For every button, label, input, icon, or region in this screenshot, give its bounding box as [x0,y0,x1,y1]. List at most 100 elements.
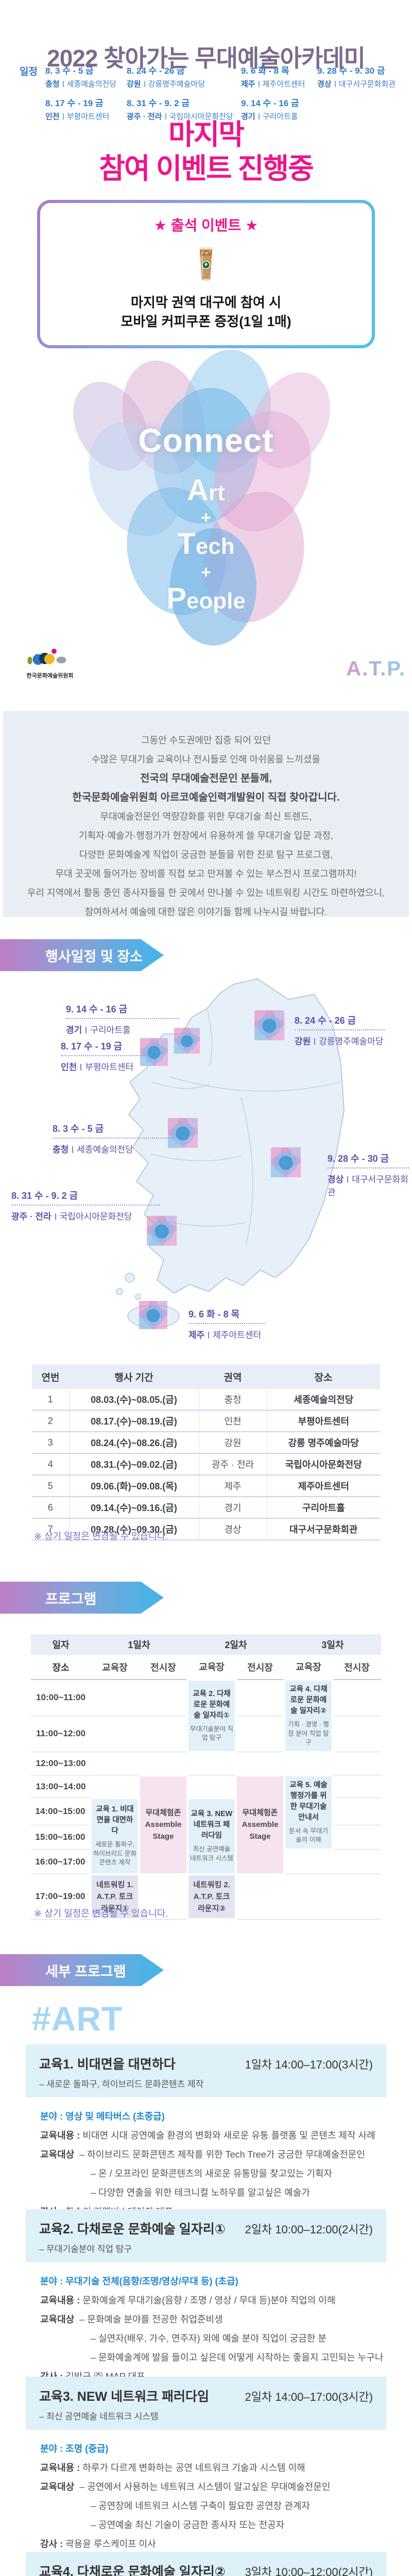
province-borders [150,1008,341,1245]
table-row: 5 09.06.(화)~09.08.(목) 제주 제주아트센터 [32,1475,380,1497]
course-title: 교육3. NEW 네트워크 패러다임 [39,2389,210,2404]
course-time: 2일차 14:00–17:00(3시간) [245,2391,373,2403]
course-title: 교육1. 비대면을 대면하다 [39,2057,176,2072]
program-cell-networking2: 네트워킹 2. A.T.P. 토크 라운지② [186,1873,237,1921]
program-cell-edu5: 교육 5. 예술행정가를 위한 무대기술안내서 문서 속 무대기술의 이해 [283,1774,334,1851]
table-row: 4 08.31.(수)~09.02.(금) 광주 · 전라 국립아시아문화전당 [32,1453,380,1476]
course-time: 2일차 10:00–12:00(2시간) [245,2223,373,2236]
table-row: 16:00~17:00 [31,1849,381,1875]
plus-sign: + [201,563,211,582]
program-cell-edu3: 교육 3. NEW 네트워크 패러다임 최신 공연예술 네트워크 시스템 [186,1797,237,1875]
section-header-program: 프로그램 [0,1582,164,1614]
arko-logo-mark [27,649,66,665]
section-header-venue: 행사일정 및 장소 [0,939,164,971]
program-cell-stage-day2: 무대체험존 Assemble Stage [235,1774,285,1875]
divider-bar [165,113,166,120]
people-wordmark: People [166,582,246,615]
connect-wordmark: Connect [138,422,274,459]
event-headline: 마지막 참여 이벤트 진행중 [99,118,314,184]
program-table-place-header: 장소 교육장 전시장 교육장 전시장 교육장 전시장 [31,1655,381,1680]
venue-table: 연번 행사 기간 권역 장소 1 08.03.(수)~08.05.(금) 충청 세종예… [32,1364,380,1540]
program-table: 일자 1일차 2일차 3일차 장소 교육장 전시장 교육장 전시장 교육장 전시장 1… [31,1634,381,1921]
course-subtitle: – 새로운 돌파구, 하이브리드 문화콘텐츠 제작 [39,2079,204,2089]
map-label-incheon: 8. 17 수 - 19 금 인천 부평아트센터 [61,1039,146,1073]
intro-line: 참여하셔서 예술에 대한 많은 이야기들 함께 나누시길 바랍니다. [84,907,328,917]
map-marker-flower [254,1010,284,1040]
program-cell-stage-day1: 무대체험존 Assemble Stage [138,1774,188,1875]
korea-map: 9. 14 수 - 16 금 경기 구리아트홀 8. 24 수 - 26 금 강원… [0,976,412,1373]
divider-bar [144,81,145,87]
section-header-detail: 세부 프로그램 [0,1954,164,1986]
plus-sign: + [201,508,211,528]
map-marker-flower [147,1216,177,1246]
schedule-column-3: 9. 6 화 - 8 목 제주 제주아트센터 9. 14 수 - 16 금 경기 구… [241,66,305,121]
map-label-jeolla: 8. 31 수 - 9. 2 금 광주 · 전라 국립아시아문화전당 [11,1189,160,1222]
map-marker-flower [174,1028,200,1054]
map-label-gangwon: 8. 24 수 - 26 금 강원 강릉명주예술마당 [295,1013,385,1047]
intro-line: 무대 곳곳에 들어가는 장비를 직접 보고 만져볼 수 있는 부스전시 프로그램… [55,869,357,879]
course-header: 교육2. 다채로운 문화예술 일자리① 2일차 10:00–12:00(2시간) … [26,2209,386,2262]
attendance-event-box: ★ 출석 이벤트 ★ 마지막 권역 대구에 참여 시 모바일 커피쿠폰 증정(1… [37,200,375,348]
table-row: 2 08.17.(수)~08.19.(금) 인천 부평아트센터 [32,1410,380,1432]
map-marker-flower [168,1118,198,1148]
event-description: 마지막 권역 대구에 참여 시 모바일 커피쿠폰 증정(1일 1매) [121,295,291,329]
table-row: 1 08.03.(수)~08.05.(금) 충청 세종예술의전당 [32,1389,380,1411]
intro-line: 수많은 무대기술 교육이나 전시들로 인해 아쉬움을 느끼셨을 [91,754,320,765]
map-label-chungcheong: 8. 3 수 - 5 금 충청 세종예술의전당 [53,1122,174,1155]
table-row: 15:00~16:00 [31,1825,381,1850]
event-title: ★ 출석 이벤트 ★ [153,217,259,233]
schedule-label: 일정 [20,66,38,77]
table-row: 17:00~19:00 네트워킹 1. A.T.P. 토크 라운지① 네트워킹 … [31,1873,381,1921]
table-row: 13:00~14:00 무대체험존 Assemble Stage 무대체험존 A… [31,1774,381,1875]
map-marker-flower [140,1038,168,1066]
intro-line-bold: 한국문화예술위원회 아르코예술인력개발원이 직접 찾아갑니다. [72,792,340,803]
program-cell-edu4: 교육 4. 다채로운 문화예술 일자리② 기획 · 경영 · 행정 분야 직업 탐… [283,1679,334,1753]
connect-logo: Connect Art + Tech + People [0,344,412,685]
intro-line: 기획자·예술가·행정가가 현장에서 유용하게 쓸 무대기술 입문 과정, [78,831,334,841]
intro-line: 그동안 수도권에만 집중 되어 있던 [141,735,271,745]
course-subtitle: – 최신 공연예술 네트워크 시스템 [39,2412,159,2421]
divider-bar [258,113,260,120]
course-block-1: 교육1. 비대면을 대면하다 1일차 14:00–17:00(3시간) – 새로운… [26,2044,386,2244]
intro-line: 무대예술전문인 역량강화를 위한 무대기술 최신 트렌드, [100,811,312,822]
table-row: 12:00~13:00 [31,1752,381,1776]
program-table-day-header: 일자 1일차 2일차 3일차 [31,1634,381,1655]
art-wordmark: Art [187,473,225,507]
intro-line: 우리 지역에서 활동 중인 종사자들을 한 곳에서 만나볼 수 있는 네트워킹 … [27,888,385,898]
table-row: 10:00~11:00 교육 2. 다채로운 문화예술 일자리① 무대기술분야 직… [31,1679,381,1753]
coffee-cup-icon [199,247,213,281]
table-row: 11:00~12:00 [31,1716,381,1753]
divider-bar [334,81,336,87]
schedule-column-1: 8. 3 수 - 5 금 충청 세종예술의전당 8. 17 수 - 19 금 인천… [45,66,117,121]
course-block-2: 교육2. 다채로운 문화예술 일자리① 2일차 10:00–12:00(2시간) … [26,2209,386,2409]
schedule-note: ※ 상기 일정은 변경될 수 있습니다. [34,1531,168,1541]
divider-bar [62,113,64,120]
schedule-column-4: 9. 28 수 - 9. 30 금 경상 대구서구문화회관 [317,66,396,89]
map-label-gyeonggi: 9. 14 수 - 16 금 경기 구리아트홀 [66,1002,179,1036]
petal-shape [170,528,256,646]
arko-logo-text: 한국문화예술위원회 [26,673,74,679]
program-cell-edu2: 교육 2. 다채로운 문화예술 일자리① 무대기술분야 직업 탐구 [186,1679,237,1753]
atp-mark: A.T.P. [346,657,406,680]
venue-table-header: 연번 행사 기간 권역 장소 [32,1364,380,1389]
course-header: 교육4. 다채로운 문화예술 일자리② 3일차 10:00–12:00(2시간) … [26,2552,386,2576]
map-marker-flower [271,1147,301,1177]
map-label-jeju: 9. 6 화 - 8 목 제주 제주아트센터 [188,1307,266,1341]
course-time: 3일차 10:00–12:00(2시간) [245,2566,373,2576]
table-row: 6 09.14.(수)~09.16.(금) 경기 구리아트홀 [32,1497,380,1519]
tech-wordmark: Tech [177,527,235,561]
map-marker-flower [139,1301,167,1329]
course-block-3: 교육3. NEW 네트워크 패러다임 2일차 14:00–17:00(3시간) –… [26,2377,386,2576]
divider-bar [258,81,260,87]
page-title: 2022 찾아가는 무대예술아카데미 [47,44,366,72]
table-row: 7 09.28.(수)~09.30.(금) 경상 대구서구문화회관 [32,1518,380,1540]
intro-line-bold: 전국의 무대예술전문인 분들께, [140,773,272,784]
schedule-column-2: 8. 24 수 - 26 금 강원 강릉명주예술마당 8. 31 수 - 9. 2… [127,66,233,121]
program-cell-networking1: 네트워킹 1. A.T.P. 토크 라운지① [90,1873,140,1921]
map-label-gyeongsang: 9. 28 수 - 30 금 경상 대구서구문화회관 [328,1151,409,1198]
course-time: 1일차 14:00–17:00(3시간) [245,2058,373,2071]
course-header: 교육1. 비대면을 대면하다 1일차 14:00–17:00(3시간) – 새로운… [26,2044,386,2097]
intro-line: 다양한 문화예술계 직업이 궁금한 분들을 위한 진로 탐구 프로그램, [79,850,333,860]
course-subtitle: – 무대기술분야 직업 탐구 [39,2244,132,2254]
